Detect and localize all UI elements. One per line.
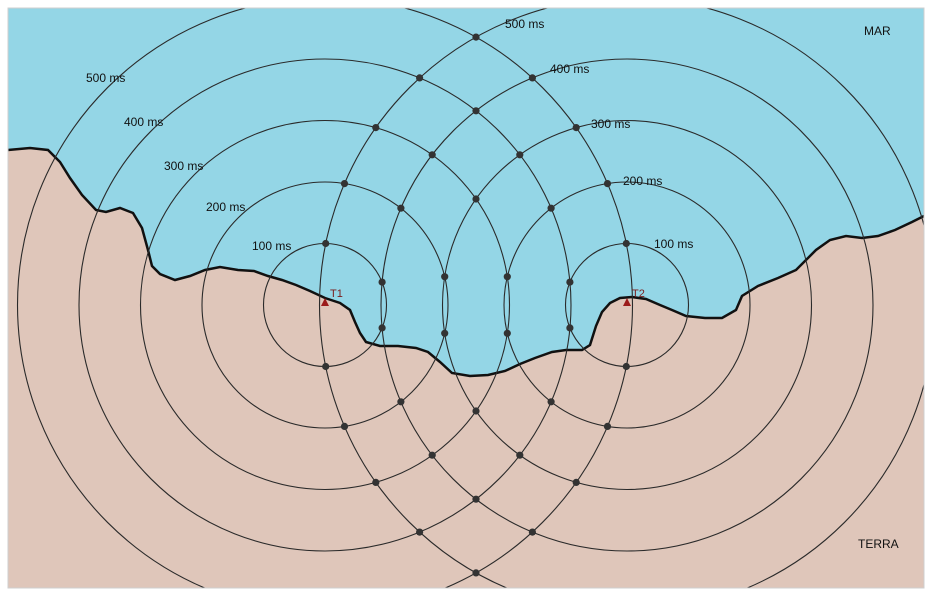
range-label-200-right: 200 ms xyxy=(623,174,662,188)
intersection-point-4-4-1 xyxy=(472,495,480,503)
land-area xyxy=(8,148,924,588)
intersection-point-3-5-1 xyxy=(372,478,380,486)
range-label-500-right: 500 ms xyxy=(505,17,544,31)
range-circles xyxy=(17,8,924,588)
range-labels-left: 500 ms 400 ms 300 ms 200 ms 100 ms xyxy=(86,71,291,253)
intersection-point-2-3-0 xyxy=(441,273,449,281)
intersection-point-1-4-0 xyxy=(378,278,386,286)
land-label: TERRA xyxy=(858,537,899,551)
intersection-points xyxy=(322,33,630,577)
range-label-500-left: 500 ms xyxy=(86,71,125,85)
range-label-300-right: 300 ms xyxy=(591,117,630,131)
intersection-point-4-3-1 xyxy=(516,451,524,459)
intersection-point-4-5-0 xyxy=(416,74,424,82)
intersection-point-5-4-1 xyxy=(528,528,537,536)
intersection-point-5-5-0 xyxy=(472,33,480,41)
intersection-point-4-4-0 xyxy=(472,107,480,115)
sea-label: MAR xyxy=(864,24,891,38)
coastline xyxy=(8,146,924,378)
intersection-point-4-5-1 xyxy=(416,528,424,536)
intersection-point-5-3-1 xyxy=(572,478,580,486)
range-circle-t2-5 xyxy=(319,8,924,588)
range-label-100-right: 100 ms xyxy=(654,237,693,251)
intersection-point-1-4-1 xyxy=(378,324,386,332)
intersection-point-3-5-0 xyxy=(372,124,380,132)
intersection-point-4-3-0 xyxy=(516,151,524,159)
range-circle-t2-4 xyxy=(380,58,874,552)
intersection-point-5-1-0 xyxy=(622,239,630,248)
range-label-200-left: 200 ms xyxy=(206,200,245,214)
intersection-point-2-3-1 xyxy=(441,329,449,337)
range-circle-t1-5 xyxy=(17,8,633,588)
range-label-300-left: 300 ms xyxy=(164,159,203,173)
intersection-point-2-5-1 xyxy=(340,422,349,430)
range-label-400-right: 400 ms xyxy=(550,62,589,76)
range-circle-t1-4 xyxy=(78,58,572,552)
intersection-point-5-4-0 xyxy=(528,74,537,82)
intersection-point-1-5-1 xyxy=(322,362,330,371)
transmitter-t2-marker xyxy=(623,298,631,306)
intersection-point-4-2-1 xyxy=(547,398,555,406)
intersection-point-2-4-0 xyxy=(397,204,405,212)
transmitter-t1-marker xyxy=(321,298,329,306)
intersection-point-3-2-1 xyxy=(503,329,511,337)
range-circle-t1-2 xyxy=(201,181,449,429)
intersection-point-2-4-1 xyxy=(397,398,405,406)
intersection-point-3-2-0 xyxy=(503,273,511,281)
frame-border xyxy=(7,7,925,589)
range-circle-t2-3 xyxy=(441,119,813,491)
intersection-point-3-3-1 xyxy=(472,407,480,415)
intersection-point-5-2-1 xyxy=(603,422,612,430)
transmitter-t1-label: T1 xyxy=(330,288,343,300)
intersection-point-5-1-1 xyxy=(622,362,630,371)
range-circle-t1-3 xyxy=(139,119,511,491)
intersection-point-5-2-0 xyxy=(603,180,612,188)
intersection-point-2-5-0 xyxy=(340,180,349,188)
intersection-point-4-1-1 xyxy=(566,324,574,332)
range-labels-right: 500 ms 400 ms 300 ms 200 ms 100 ms xyxy=(505,17,693,251)
intersection-point-3-4-1 xyxy=(428,451,436,459)
intersection-point-3-3-0 xyxy=(472,195,480,203)
range-label-400-left: 400 ms xyxy=(124,115,163,129)
intersection-point-5-5-1 xyxy=(472,569,480,577)
intersection-point-4-2-0 xyxy=(547,204,555,212)
intersection-point-1-5-0 xyxy=(322,239,330,248)
intersection-point-3-4-0 xyxy=(428,151,436,159)
intersection-point-5-3-0 xyxy=(572,124,580,132)
range-circle-t2-2 xyxy=(503,181,751,429)
range-label-100-left: 100 ms xyxy=(252,239,291,253)
transmitter-t2-label: T2 xyxy=(632,288,645,300)
intersection-point-4-1-0 xyxy=(566,278,574,286)
